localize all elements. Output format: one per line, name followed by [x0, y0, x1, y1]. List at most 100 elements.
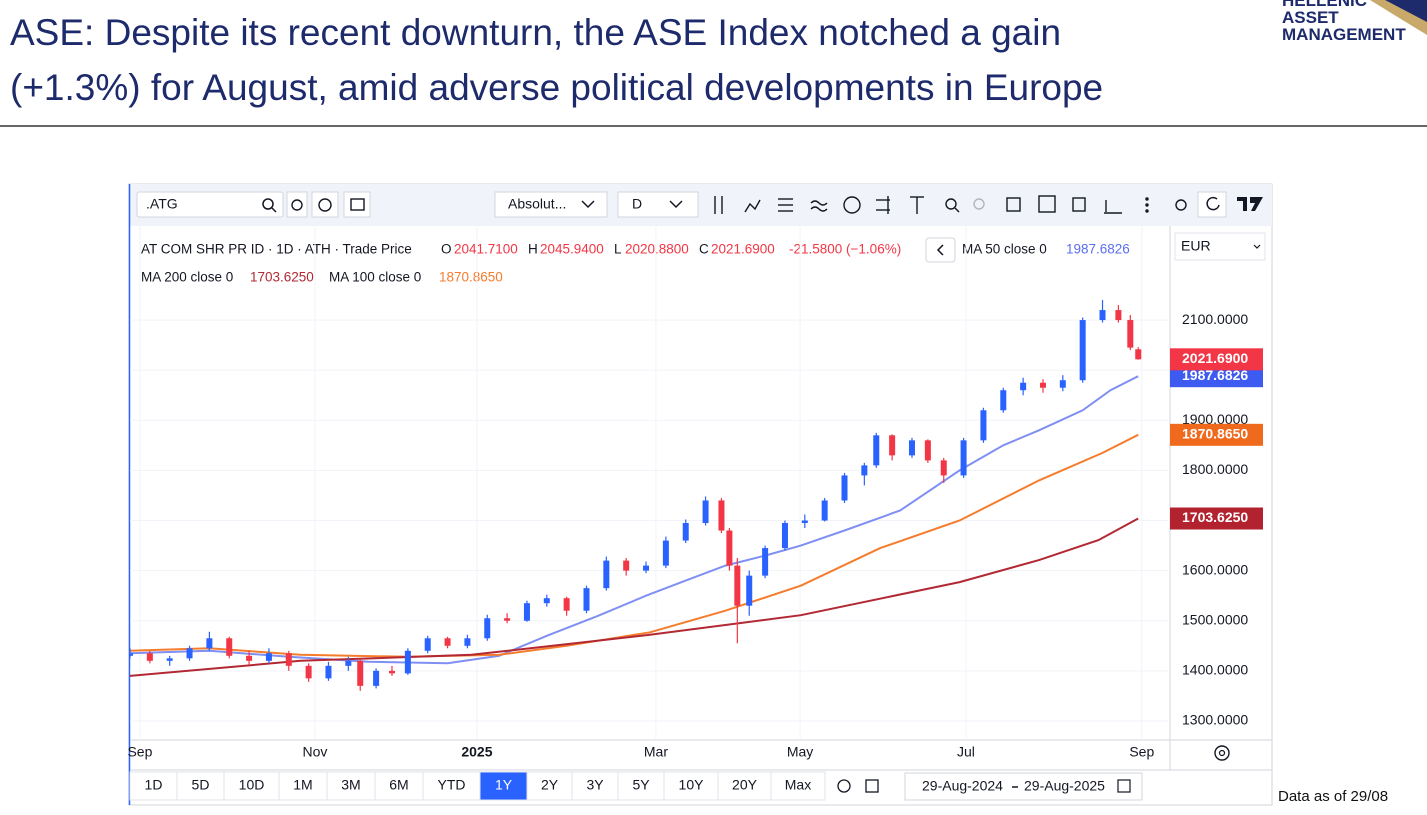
legend-key: L [614, 242, 622, 257]
price-badge [1170, 365, 1263, 388]
range-label: 5D [192, 777, 210, 793]
candle-body [523, 603, 530, 621]
settings-icon [1218, 749, 1226, 757]
candle-body [781, 523, 788, 549]
candle-body [404, 650, 411, 674]
candle-body [603, 560, 610, 589]
candle-body [762, 548, 769, 576]
scale-dropdown[interactable] [494, 191, 608, 218]
x-tick-label: Sep [127, 744, 152, 760]
chevron [1253, 244, 1261, 249]
table-icon[interactable] [865, 779, 879, 793]
candle-body [980, 410, 987, 441]
search-icon [271, 207, 277, 213]
range-button[interactable] [278, 771, 328, 801]
icon-button[interactable] [1197, 191, 1227, 218]
symbol-input[interactable] [136, 191, 284, 218]
icon-button[interactable] [311, 191, 339, 218]
range-label: 1D [145, 777, 163, 793]
title-line: (+1.3%) for August, amid adverse politic… [10, 67, 1103, 108]
date-end: 29-Aug-2025 [1024, 778, 1105, 794]
candle-body [130, 653, 133, 656]
y-tick-label: 1800.0000 [1182, 461, 1248, 477]
candle-body [1079, 320, 1086, 381]
candle-body [1020, 382, 1027, 391]
range-button[interactable] [223, 771, 280, 801]
chart-frame [128, 183, 1273, 806]
x-tick-label: 2025 [461, 744, 492, 760]
icon-button[interactable] [286, 191, 308, 218]
chevron [936, 244, 944, 256]
legend-value: 2041.7100 [454, 242, 518, 257]
candle-body [1099, 310, 1106, 321]
price-badge-label: 2021.6900 [1182, 350, 1248, 366]
candle-body [746, 575, 753, 606]
logo-text: ASSET [1282, 8, 1339, 27]
candle-body [841, 475, 848, 501]
range-button[interactable] [176, 771, 225, 801]
candle-body [1115, 310, 1122, 321]
candle-body [388, 670, 395, 674]
range-button[interactable] [663, 771, 719, 801]
legend-value: 2021.6900 [711, 242, 775, 257]
currency-dropdown[interactable] [1174, 232, 1266, 261]
range-button[interactable] [526, 771, 573, 801]
price-badge [1170, 423, 1263, 446]
legend-key: O [441, 242, 452, 257]
candle-body [960, 440, 967, 476]
x-tick-label: Sep [1129, 744, 1154, 760]
symbol-text: .ATG [146, 196, 178, 212]
x-tick-label: Mar [644, 744, 668, 760]
candle-body [821, 500, 828, 521]
settings-icon[interactable] [1214, 745, 1230, 761]
candle-body [861, 465, 868, 476]
candle-body [484, 618, 491, 639]
interval-dropdown[interactable] [617, 191, 699, 218]
candle-body [504, 618, 511, 621]
chevron [581, 200, 595, 209]
candle-body [424, 638, 431, 651]
candle-body [226, 638, 233, 656]
search-icon[interactable] [262, 198, 274, 210]
candle-body [186, 648, 193, 659]
legend-toggle[interactable] [925, 237, 956, 263]
candle-body [325, 665, 332, 679]
range-button[interactable] [374, 771, 424, 801]
candle-body [940, 460, 947, 476]
date-range[interactable] [904, 772, 1143, 801]
range-label: 20Y [732, 777, 758, 793]
candle-body [345, 660, 352, 666]
candle-body [1039, 382, 1046, 388]
currency-text: EUR [1181, 238, 1211, 254]
icon [1206, 196, 1220, 211]
range-button[interactable] [326, 771, 376, 801]
logo-text: MANAGEMENT [1282, 25, 1406, 44]
date-start: 29-Aug-2024 [922, 778, 1003, 794]
candle-body [662, 540, 669, 566]
candle-body [464, 638, 471, 646]
candle-body [206, 638, 213, 649]
toolbar-icons[interactable] [714, 195, 1187, 214]
y-tick-label: 1600.0000 [1182, 561, 1248, 577]
y-tick-label: 1300.0000 [1182, 712, 1248, 728]
legend-value: 2020.8800 [625, 242, 689, 257]
range-label: 3Y [586, 777, 604, 793]
price-badge [1170, 348, 1263, 371]
plot [130, 226, 1170, 740]
range-label: 10D [239, 777, 265, 793]
range-button[interactable] [571, 771, 619, 801]
settings-icon[interactable] [837, 779, 851, 793]
y-tick-label: 1500.0000 [1182, 611, 1248, 627]
range-button[interactable] [129, 771, 178, 801]
chevron [669, 200, 683, 209]
calendar-icon [1117, 779, 1131, 793]
candle-body [373, 670, 380, 686]
price-badge-label: 1870.8650 [1182, 426, 1248, 442]
tv-logo [1237, 197, 1263, 211]
range-button[interactable] [770, 771, 826, 801]
candle-body [166, 658, 173, 661]
icon-button[interactable] [343, 191, 371, 218]
range-button[interactable] [479, 771, 528, 801]
range-button[interactable] [617, 771, 665, 801]
legend-value: 2045.9400 [540, 242, 604, 257]
